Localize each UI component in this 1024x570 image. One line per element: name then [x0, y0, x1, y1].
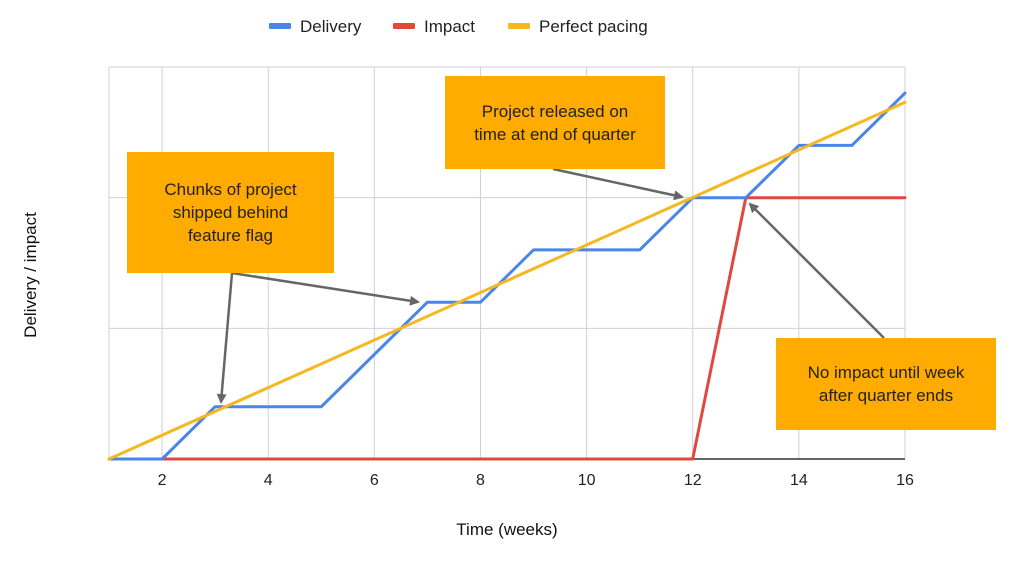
x-tick-labels: 2 4 6 8 10 12 14 16 — [158, 472, 914, 489]
x-axis-title: Time (weeks) — [456, 520, 557, 539]
x-tick-label: 12 — [684, 472, 702, 489]
series-line-perfect-pacing — [107, 100, 907, 461]
x-tick-label: 14 — [790, 472, 808, 489]
legend-swatch — [269, 23, 291, 29]
x-tick-label: 2 — [158, 472, 167, 489]
legend-swatch — [393, 23, 415, 29]
x-tick-label: 10 — [578, 472, 596, 489]
annotation-release: Project released on time at end of quart… — [445, 76, 665, 169]
annotation-arrows — [216, 167, 885, 404]
annotation-arrow — [216, 272, 234, 404]
legend-swatch — [508, 23, 530, 29]
annotation-arrow — [231, 271, 420, 306]
legend: Delivery Impact Perfect pacing — [269, 17, 648, 36]
series-line-impact — [107, 196, 907, 461]
annotation-arrow — [552, 167, 684, 201]
x-tick-label: 8 — [476, 472, 485, 489]
legend-label: Impact — [424, 17, 475, 36]
legend-label: Delivery — [300, 17, 362, 36]
series-group — [107, 91, 907, 461]
annotation-feature-flag: Chunks of project shipped behind feature… — [127, 152, 334, 273]
legend-label: Perfect pacing — [539, 17, 648, 36]
series-line-delivery — [107, 91, 907, 461]
annotation-no-impact: No impact until week after quarter ends — [776, 338, 996, 430]
annotation-arrow — [748, 202, 885, 339]
x-tick-label: 4 — [264, 472, 273, 489]
x-tick-label: 6 — [370, 472, 379, 489]
x-tick-label: 16 — [896, 472, 914, 489]
y-axis-title: Delivery / impact — [21, 212, 40, 338]
